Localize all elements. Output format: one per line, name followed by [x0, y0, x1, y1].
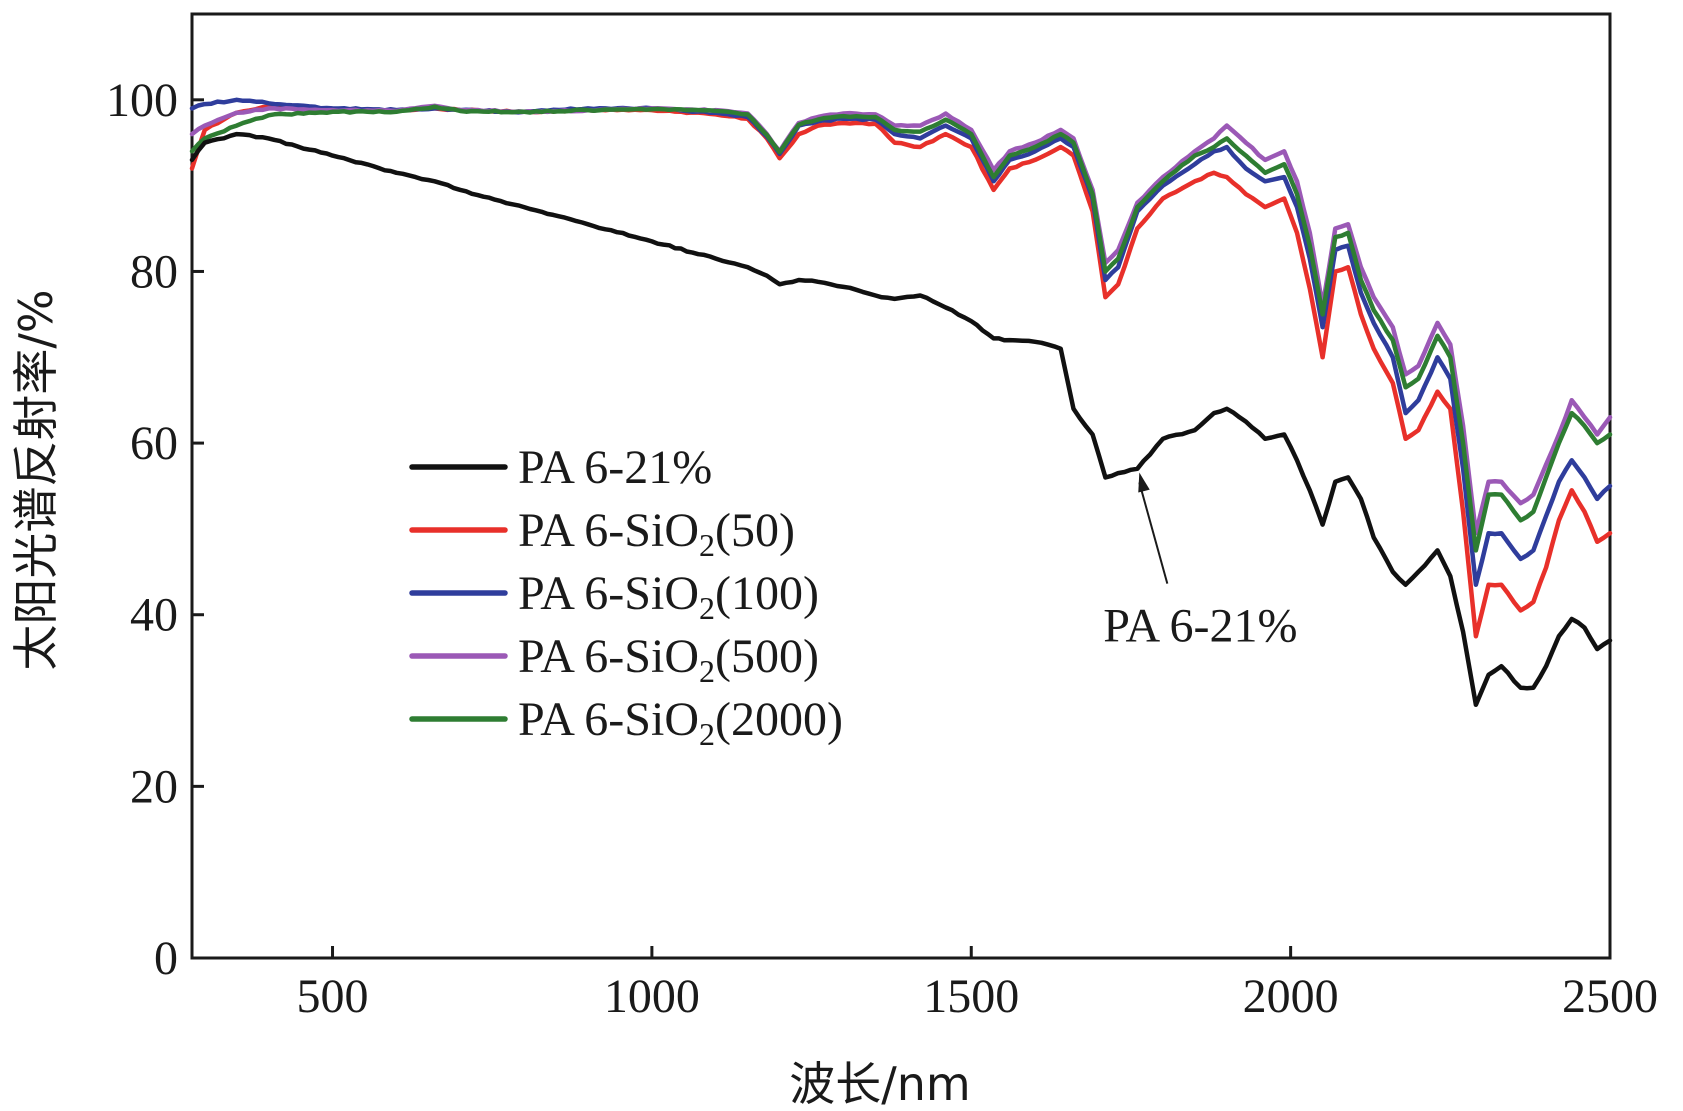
plot-frame — [190, 12, 1612, 960]
y-tick-label-2: 40 — [130, 589, 178, 642]
series-line-4 — [189, 104, 1613, 553]
y-tick-label-3: 60 — [130, 417, 178, 470]
axes-frame-layer — [190, 12, 1612, 960]
annotation-arrow-line-0 — [1138, 482, 1169, 584]
x-tick-label-0: 500 — [297, 970, 369, 1023]
y-tick-label-1: 20 — [130, 760, 178, 813]
series-layer — [189, 97, 1613, 708]
x-axis-title: 波长/nm — [789, 1057, 970, 1111]
legend-label-4: PA 6-SiO2(2000) — [518, 693, 843, 752]
annotation-arrow-head-0 — [1138, 472, 1150, 493]
x-tick-label-4: 2500 — [1562, 970, 1658, 1023]
y-tick-label-4: 80 — [130, 245, 178, 298]
x-tick-label-3: 2000 — [1243, 970, 1339, 1023]
x-tick-label-2: 1500 — [923, 970, 1019, 1023]
legend-label-1: PA 6-SiO2(50) — [518, 504, 795, 563]
y-axis-title: 太阳光谱反射率/% — [9, 289, 63, 670]
y-tick-label-5: 100 — [106, 74, 178, 127]
legend-label-0: PA 6-21% — [518, 441, 712, 494]
annotation-label-0: PA 6-21% — [1103, 600, 1297, 653]
series-line-3 — [189, 103, 1613, 536]
tick-layer: 500 1000 1500 2000 2500 0 20 40 60 80 100 — [106, 74, 1658, 1023]
legend: PA 6-21%PA 6-SiO2(50)PA 6-SiO2(100)PA 6-… — [409, 441, 843, 752]
x-tick-label-1: 1000 — [604, 970, 700, 1023]
legend-label-2: PA 6-SiO2(100) — [518, 567, 819, 626]
legend-label-3: PA 6-SiO2(500) — [518, 630, 819, 689]
y-tick-label-0: 0 — [154, 932, 178, 985]
annotation-layer: PA 6-21% — [1103, 472, 1297, 653]
series-line-0 — [189, 131, 1613, 708]
